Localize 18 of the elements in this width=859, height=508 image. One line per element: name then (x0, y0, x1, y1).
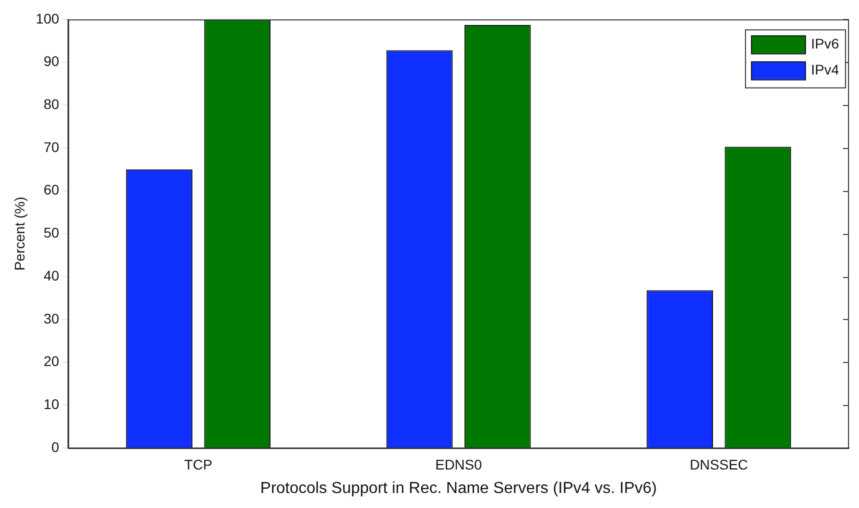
x-axis-title: Protocols Support in Rec. Name Servers (IPv4 vs. IPv6) (260, 480, 657, 497)
y-tick-label: 30 (44, 310, 60, 326)
y-tick-label: 40 (44, 267, 60, 284)
y-tick-label: 70 (44, 138, 60, 155)
y-tick-label: 90 (44, 53, 60, 70)
y-tick-label: 10 (44, 396, 60, 412)
y-axis-title: Percent (%) (11, 196, 28, 271)
x-tick-label: TCP (184, 456, 212, 472)
legend-label: IPv6 (810, 35, 840, 52)
y-tick-label: 0 (51, 438, 60, 455)
y-tick-label: 80 (44, 96, 60, 112)
x-tick-label: DNSSEC (690, 456, 748, 472)
y-tick-label: 100 (36, 10, 60, 26)
y-tick-label: 20 (44, 353, 60, 370)
y-tick-label: 50 (44, 224, 60, 241)
legend-label: IPv4 (810, 61, 840, 78)
y-tick-label: 60 (44, 182, 60, 198)
x-tick-label: EDNS0 (435, 456, 482, 472)
